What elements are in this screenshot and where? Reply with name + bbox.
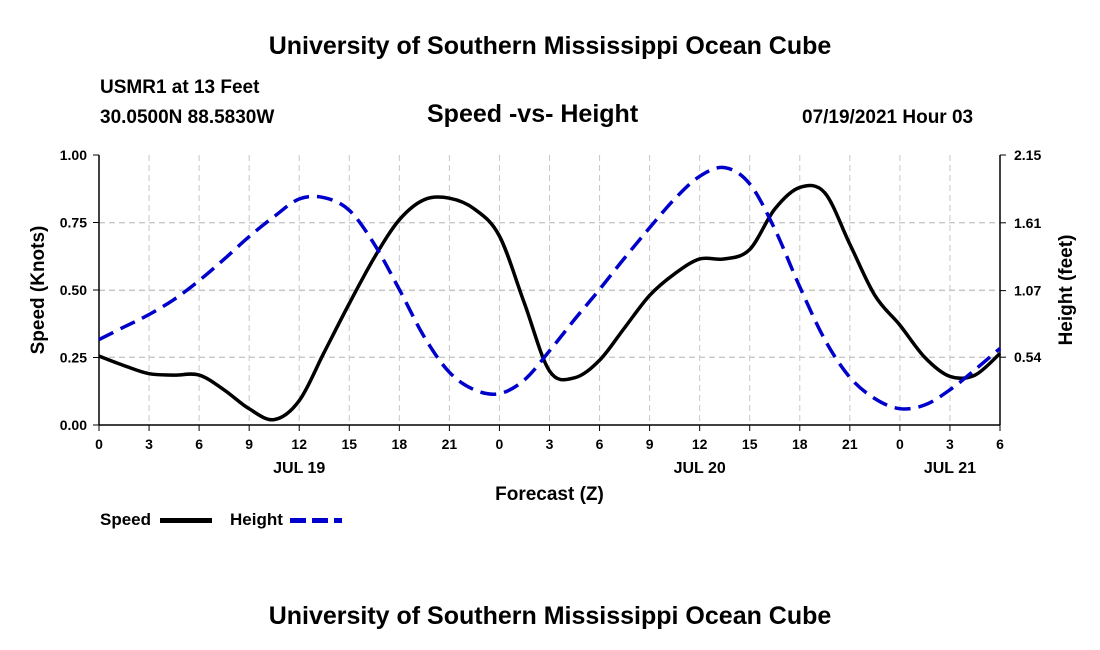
legend-label-speed: Speed — [100, 510, 152, 529]
x-tick-label: 0 — [896, 436, 904, 452]
x-tick-label: 0 — [496, 436, 504, 452]
y2-tick-label: 1.07 — [1014, 283, 1041, 299]
x-tick-label: 18 — [392, 436, 408, 452]
y2-tick-label: 0.54 — [1014, 349, 1041, 365]
x-tick-label: 12 — [291, 436, 307, 452]
x-tick-label: 21 — [842, 436, 858, 452]
x-tick-label: 18 — [792, 436, 808, 452]
y-axis-title: Speed (Knots) — [28, 226, 49, 355]
x-tick-label: 9 — [245, 436, 253, 452]
x-tick-label: 12 — [692, 436, 708, 452]
chart-title: University of Southern Mississippi Ocean… — [268, 32, 832, 60]
station-label: USMR1 at 13 Feet — [100, 77, 260, 98]
station-coords: 30.0500N 88.5830W — [100, 107, 275, 128]
y-tick-label: 0.75 — [60, 215, 87, 231]
y2-tick-label: 1.61 — [1014, 215, 1041, 231]
x-tick-label: 3 — [546, 436, 554, 452]
date-label: JUL 19 — [273, 460, 325, 477]
date-label: JUL 21 — [924, 460, 976, 477]
speed-height-chart: 0 3 6 9 12 15 18 21 0 3 6 9 12 15 18 21 0 3 6 0.00 0.25 0.50 0… — [28, 147, 1077, 505]
x-tick-label: 3 — [145, 436, 153, 452]
x-tick-label: 6 — [596, 436, 604, 452]
y2-tick-label: 2.15 — [1014, 147, 1041, 163]
y-tick-label: 0.00 — [60, 417, 87, 433]
x-tick-label: 15 — [742, 436, 758, 452]
series-line-height — [98, 165, 1002, 411]
legend-swatch-speed — [160, 518, 212, 523]
date-label: JUL 20 — [674, 460, 726, 477]
x-tick-label: 6 — [195, 436, 203, 452]
x-tick-label: 21 — [442, 436, 458, 452]
y-tick-label: 1.00 — [60, 147, 87, 163]
series-line-speed — [98, 183, 1002, 422]
legend-swatch-height — [290, 518, 342, 523]
chart-subtitle: Speed -vs- Height — [427, 100, 639, 128]
x-tick-label: 15 — [341, 436, 357, 452]
y-tick-label: 0.50 — [60, 282, 87, 298]
x-tick-label: 3 — [946, 436, 954, 452]
x-axis-title: Forecast (Z) — [495, 484, 604, 505]
legend-label-height: Height — [230, 510, 283, 529]
y-tick-label: 0.25 — [60, 350, 87, 366]
footer-title: University of Southern Mississippi Ocean… — [268, 602, 832, 630]
x-tick-label: 9 — [646, 436, 654, 452]
x-tick-label: 6 — [996, 436, 1004, 452]
x-tick-label: 0 — [95, 436, 103, 452]
y2-axis-title: Height (feet) — [1056, 235, 1077, 346]
forecast-datetime: 07/19/2021 Hour 03 — [802, 107, 974, 128]
